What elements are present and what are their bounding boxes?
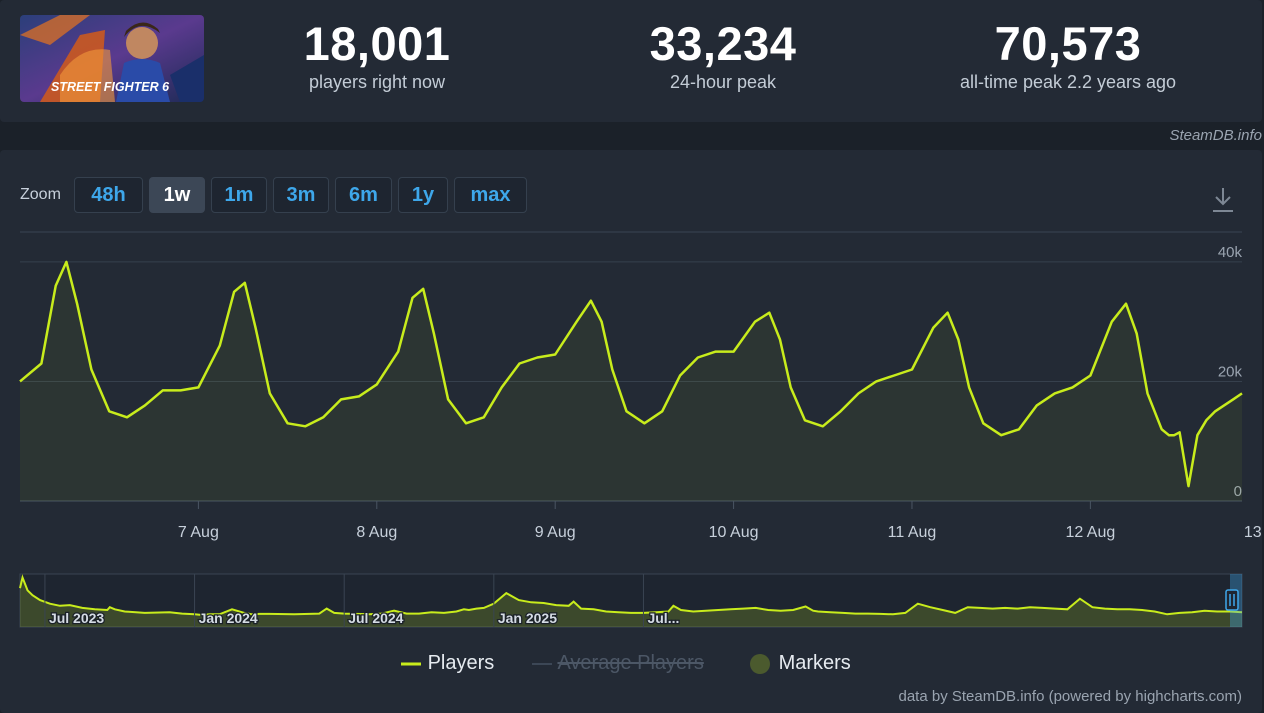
zoom-48h-button[interactable]: 48h — [74, 177, 143, 213]
players-line-icon — [401, 662, 421, 666]
steamdb-credit-link[interactable]: SteamDB.info — [1169, 127, 1262, 144]
header-card: STREET FIGHTER 6 18,001 players right no… — [0, 0, 1262, 122]
legend-item-average-players[interactable]: Average Players — [531, 652, 704, 675]
legend-players-label: Players — [427, 652, 495, 674]
zoom-1m-button[interactable]: 1m — [211, 177, 267, 213]
zoom-1w-button[interactable]: 1w — [149, 177, 205, 213]
average-line-icon — [532, 662, 552, 665]
zoom-1y-button[interactable]: 1y — [398, 177, 448, 213]
stat-all-time-peak: 70,573 all-time peak 2.2 years ago — [928, 18, 1208, 94]
game-art: STREET FIGHTER 6 — [20, 15, 204, 102]
zoom-3m-button[interactable]: 3m — [273, 177, 329, 213]
data-credit-link[interactable]: data by SteamDB.info (powered by highcha… — [898, 688, 1243, 705]
24h-peak-label: 24-hour peak — [669, 72, 777, 92]
download-icon[interactable] — [1210, 186, 1236, 219]
players-now-value: 18,001 — [303, 17, 451, 70]
chart-legend: Players Average Players Markers — [0, 650, 1264, 680]
legend-markers-label: Markers — [778, 652, 851, 674]
zoom-6m-button[interactable]: 6m — [335, 177, 392, 213]
24h-peak-value: 33,234 — [649, 17, 797, 70]
game-capsule-image[interactable]: STREET FIGHTER 6 — [20, 15, 204, 102]
game-title-logo: STREET FIGHTER 6 — [51, 80, 170, 94]
zoom-label: Zoom — [20, 186, 61, 203]
stat-24h-peak: 33,234 24-hour peak — [608, 18, 838, 94]
zoom-max-button[interactable]: max — [454, 177, 527, 213]
all-time-peak-value: 70,573 — [994, 17, 1142, 70]
players-now-label: players right now — [308, 72, 446, 92]
stat-players-now: 18,001 players right now — [262, 18, 492, 94]
all-time-peak-label: all-time peak 2.2 years ago — [959, 72, 1177, 92]
legend-item-players[interactable]: Players — [400, 652, 494, 675]
legend-average-label: Average Players — [557, 652, 704, 674]
chart-panel — [0, 150, 1262, 713]
marker-dot-icon — [750, 653, 770, 674]
legend-item-markers[interactable]: Markers — [749, 652, 851, 675]
